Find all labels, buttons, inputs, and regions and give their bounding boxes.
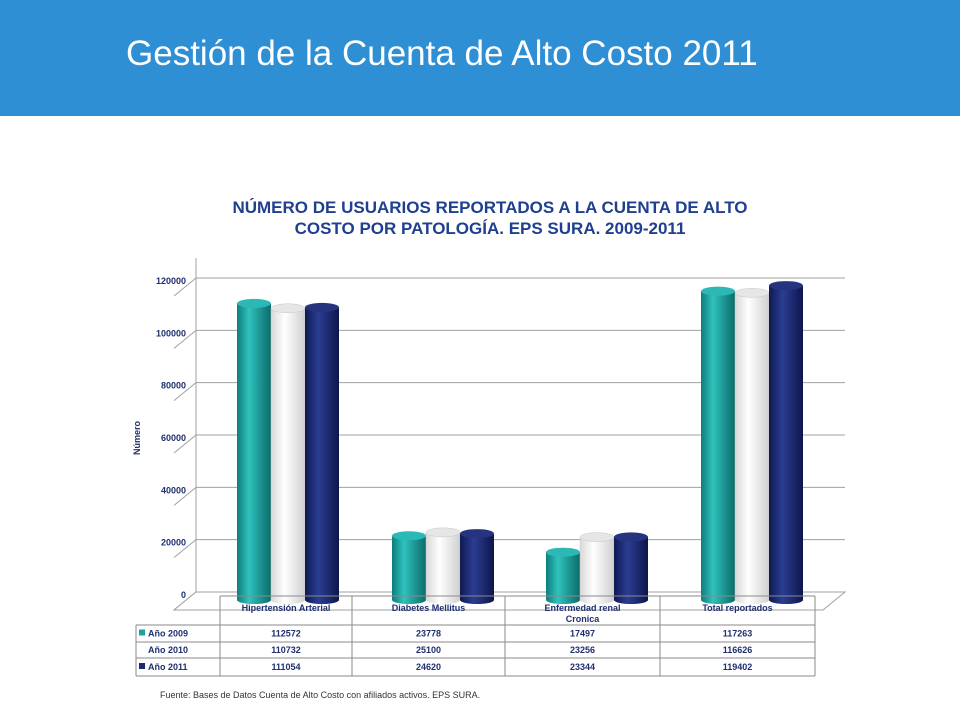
data-table-value: 23344 — [570, 662, 595, 672]
bar — [270, 308, 306, 601]
category-label: Total reportados — [702, 603, 772, 613]
legend-label: Año 2011 — [148, 662, 188, 672]
gridline-side — [173, 382, 197, 402]
bar-base — [701, 596, 735, 604]
y-tick-label: 100000 — [156, 328, 186, 338]
data-table-value: 25100 — [416, 645, 441, 655]
y-tick-label: 20000 — [161, 538, 186, 548]
header-bar: Gestión de la Cuenta de Alto Costo 2011 — [0, 0, 960, 116]
bar-base — [392, 596, 426, 604]
y-tick-label: 120000 — [156, 276, 186, 286]
source-note: Fuente: Bases de Datos Cuenta de Alto Co… — [160, 690, 481, 700]
y-tick-label: 40000 — [161, 485, 186, 495]
gridline-side — [173, 329, 197, 349]
gridline-side — [173, 539, 197, 559]
data-table-value: 116626 — [723, 645, 753, 655]
data-table-value: 23778 — [416, 629, 441, 639]
data-table-value: 110732 — [271, 645, 301, 655]
bar-top — [614, 532, 648, 542]
legend-label: Año 2009 — [148, 629, 188, 639]
data-table-value: 117263 — [723, 629, 753, 639]
bar-base — [460, 596, 494, 604]
bar-top — [701, 286, 735, 296]
data-table-value: 24620 — [416, 662, 441, 672]
y-tick-label: 0 — [181, 590, 186, 600]
category-label: Enfermedad renal — [544, 603, 620, 613]
bar — [701, 291, 735, 600]
y-tick-label: 80000 — [161, 381, 186, 391]
bar-top — [460, 529, 494, 539]
bar-base — [546, 596, 580, 604]
bar-top — [425, 527, 461, 538]
category-label: Diabetes Mellitus — [392, 603, 466, 613]
bar — [614, 536, 648, 600]
legend-key — [139, 663, 145, 669]
bar-base — [426, 596, 460, 604]
bar-top — [392, 531, 426, 541]
bar — [769, 285, 803, 600]
chart-title: NÚMERO DE USUARIOS REPORTADOS A LA CUENT… — [150, 197, 830, 239]
bar — [460, 533, 494, 600]
bar-base — [271, 596, 305, 604]
bar — [237, 303, 271, 600]
bar-base — [237, 596, 271, 604]
bar-base — [614, 596, 648, 604]
bar — [425, 532, 461, 601]
page-title: Gestión de la Cuenta de Alto Costo 2011 — [126, 34, 758, 73]
chart-title-line-2: COSTO POR PATOLOGÍA. EPS SURA. 2009-2011 — [294, 219, 686, 238]
gridline-side — [173, 434, 197, 454]
bar — [546, 552, 580, 600]
bar — [734, 292, 770, 601]
legend-label: Año 2010 — [148, 645, 188, 655]
y-axis-label: Número — [132, 421, 142, 456]
bar-base — [735, 596, 769, 604]
bar-base — [305, 596, 339, 604]
data-table-value: 112572 — [271, 629, 301, 639]
bar — [579, 536, 615, 601]
data-table-value: 119402 — [723, 662, 753, 672]
bar-top — [305, 302, 339, 312]
gridline-side — [173, 277, 197, 297]
bar — [305, 307, 339, 600]
legend-key — [139, 629, 145, 636]
bar-top — [546, 547, 580, 557]
data-table-value: 17497 — [570, 629, 595, 639]
bar-top — [237, 298, 271, 308]
bar-top — [769, 281, 803, 291]
category-label: Hipertensión Arterial — [242, 603, 331, 613]
category-label: Cronica — [566, 614, 601, 624]
data-table-value: 111054 — [271, 662, 300, 672]
bar-base — [580, 596, 614, 604]
bar-top — [579, 532, 615, 542]
y-tick-label: 60000 — [161, 433, 186, 443]
bar-top — [270, 303, 306, 314]
bar — [392, 535, 426, 600]
bar-top — [734, 288, 770, 298]
chart-title-line-1: NÚMERO DE USUARIOS REPORTADOS A LA CUENT… — [232, 198, 748, 217]
gridline-side — [173, 486, 197, 506]
bar-base — [769, 596, 803, 604]
data-table-value: 23256 — [570, 645, 595, 655]
